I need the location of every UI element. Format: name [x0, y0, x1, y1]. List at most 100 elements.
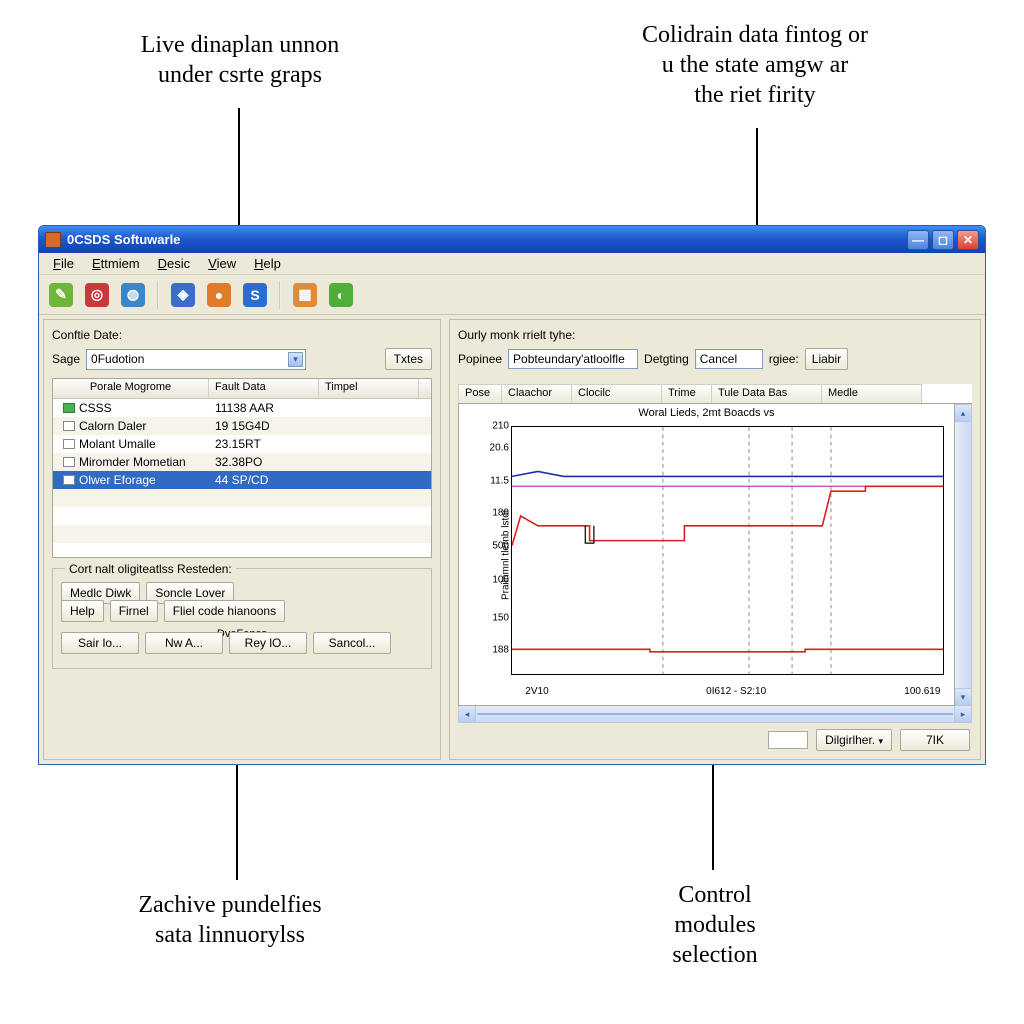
xtick: 2V10	[525, 686, 548, 697]
left-panel: Conftie Date: Sage 0Fudotion ▾ Txtes Por…	[43, 319, 441, 760]
ytick: 500	[492, 540, 509, 551]
ytick: 11.5	[490, 475, 509, 486]
txtes-button[interactable]: Txtes	[385, 348, 432, 370]
table-row[interactable]: Olwer Eforage44 SP/CD	[53, 471, 431, 489]
rey-lo--button[interactable]: Rey lO...	[229, 632, 307, 654]
sair-lo--button[interactable]: Sair lo...	[61, 632, 139, 654]
tab-trime[interactable]: Trime	[662, 384, 712, 403]
scroll-left-icon[interactable]: ◂	[459, 706, 476, 722]
chart-svg	[512, 427, 943, 674]
grid-header: Porale Mogrome Fault Data Timpel	[53, 379, 431, 399]
table-row[interactable]: Molant Umalle23.15RT	[53, 435, 431, 453]
sage-dropdown[interactable]: 0Fudotion ▾	[86, 349, 306, 370]
menu-desic[interactable]: Desic	[150, 254, 199, 273]
menu-ettmiem[interactable]: Ettmiem	[84, 254, 148, 273]
scroll-down-icon[interactable]: ▾	[955, 688, 971, 705]
popinee-input[interactable]	[508, 349, 638, 369]
col-timpel[interactable]: Timpel	[319, 379, 419, 398]
table-row[interactable]: Miromder Mometian32.38PO	[53, 453, 431, 471]
firnel-button[interactable]: Firnel	[110, 600, 158, 622]
popinee-label: Popinee	[458, 352, 502, 366]
ytick: 150	[492, 612, 509, 623]
ytick: 20.6	[490, 443, 509, 454]
leaf-icon[interactable]: ◐	[325, 279, 357, 311]
tab-clocilc[interactable]: Clocilc	[572, 384, 662, 403]
firefox-icon[interactable]: ●	[203, 279, 235, 311]
series-red-upper	[512, 486, 943, 545]
scroll-thumb[interactable]	[477, 713, 953, 715]
controls-group: Cort nalt oligiteatlss Resteden: Medlc D…	[52, 568, 432, 669]
shield-icon[interactable]: ◈	[167, 279, 199, 311]
menu-file[interactable]: File	[45, 254, 82, 273]
series-red-lower	[512, 649, 943, 651]
table-row[interactable]	[53, 543, 431, 561]
fliel-code-hianoons-button[interactable]: Fliel code hianoons	[164, 600, 285, 622]
ytick: 100	[492, 575, 509, 586]
sancol--button[interactable]: Sancol...	[313, 632, 391, 654]
close-button[interactable]: ✕	[957, 230, 979, 250]
table-row[interactable]: CSSS11138 AAR	[53, 399, 431, 417]
chevron-down-icon: ▾	[288, 352, 303, 367]
controls-title: Cort nalt oligiteatlss Resteden:	[65, 562, 236, 576]
chart-area: Woral Lieds, 2mt Boacds vs Prailnmnl tle…	[458, 403, 955, 706]
ytick: 210	[492, 421, 509, 432]
toolbar: ✎ ◎◍ ◈ ● S ▦ ◐	[39, 275, 985, 315]
scroll-up-icon[interactable]: ▴	[955, 405, 971, 422]
digither-button[interactable]: Dilgirlher. ▾	[816, 729, 892, 751]
callout-line-br	[712, 752, 714, 870]
data-grid[interactable]: Porale Mogrome Fault Data Timpel CSSS111…	[52, 378, 432, 558]
app-icon	[45, 232, 61, 248]
sphere-icon: S	[243, 283, 267, 307]
paint-icon[interactable]: ✎	[45, 279, 77, 311]
series-blue	[512, 471, 943, 476]
leaf-icon: ◐	[329, 283, 353, 307]
window-title: 0CSDS Softuwarle	[67, 232, 907, 247]
sphere-icon[interactable]: S	[239, 279, 271, 311]
xtick: 0I612 - S2:10	[706, 686, 766, 697]
titlebar[interactable]: 0CSDS Softuwarle — ◻ ✕	[39, 226, 985, 253]
chart-ylabel: Prailnmnl tlernb lstoi	[501, 509, 512, 599]
liabir-button[interactable]: Liabir	[805, 348, 848, 370]
tab-pose[interactable]: Pose	[458, 384, 502, 403]
vertical-scrollbar[interactable]: ▴ ▾	[955, 404, 972, 706]
table-row[interactable]: Calorn Daler19 15G4D	[53, 417, 431, 435]
paint-icon: ✎	[49, 283, 73, 307]
horizontal-scrollbar[interactable]: ◂ ▸	[458, 706, 972, 723]
sevenik-button[interactable]: 7IK	[900, 729, 970, 751]
menu-bar: File Ettmiem Desic View Help	[39, 253, 985, 275]
table-row[interactable]	[53, 489, 431, 507]
app-window: 0CSDS Softuwarle — ◻ ✕ File Ettmiem Desi…	[38, 225, 986, 765]
rgiee-label: rgiee:	[769, 352, 799, 366]
chart-title: Woral Lieds, 2mt Boacds vs	[459, 407, 954, 419]
ytick: 180	[492, 508, 509, 519]
globe-icon[interactable]: ◍	[117, 279, 149, 311]
help-button[interactable]: Help	[61, 600, 104, 622]
xtick: 100.619	[904, 686, 940, 697]
ytick: 188	[492, 645, 509, 656]
blocks-icon: ▦	[293, 283, 317, 307]
chart-plot	[511, 426, 944, 675]
annotation-top-left: Live dinaplan unnonunder csrte graps	[60, 30, 420, 90]
tab-medle[interactable]: Medle	[822, 384, 922, 403]
detgting-input[interactable]	[695, 349, 763, 369]
tab-claachor[interactable]: Claachor	[502, 384, 572, 403]
module-select-box[interactable]	[768, 731, 808, 749]
table-row[interactable]	[53, 507, 431, 525]
maximize-button[interactable]: ◻	[932, 230, 954, 250]
sage-label: Sage	[52, 352, 80, 366]
nw-a--button[interactable]: Nw A...	[145, 632, 223, 654]
target-icon[interactable]: ◎	[81, 279, 113, 311]
menu-view[interactable]: View	[200, 254, 244, 273]
blocks-icon[interactable]: ▦	[289, 279, 321, 311]
col-porale[interactable]: Porale Mogrome	[53, 379, 209, 398]
table-row[interactable]	[53, 525, 431, 543]
right-panel: Ourly monk rrielt tyhe: Popinee Detgting…	[449, 319, 981, 760]
annotation-top-right: Colidrain data fintog oru the state amgw…	[540, 20, 970, 110]
col-fault[interactable]: Fault Data	[209, 379, 319, 398]
firefox-icon: ●	[207, 283, 231, 307]
scroll-right-icon[interactable]: ▸	[954, 706, 971, 722]
menu-help[interactable]: Help	[246, 254, 289, 273]
tab-tule-data-bas[interactable]: Tule Data Bas	[712, 384, 822, 403]
minimize-button[interactable]: —	[907, 230, 929, 250]
detgting-label: Detgting	[644, 352, 689, 366]
